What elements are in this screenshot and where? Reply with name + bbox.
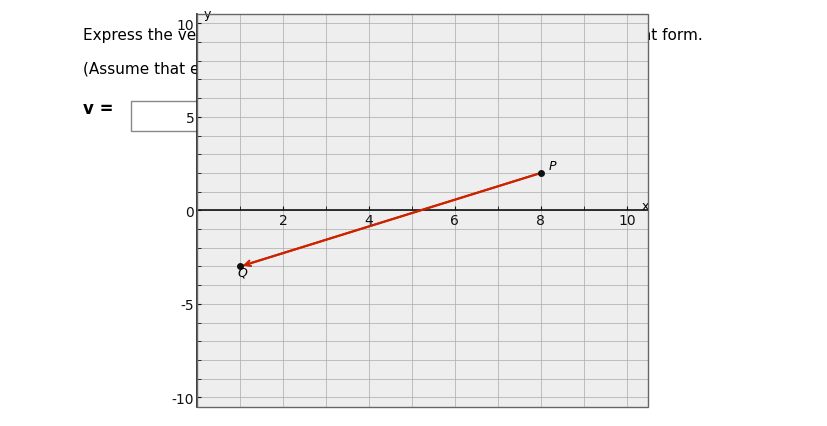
Text: P: P <box>374 28 383 43</box>
Text: with initial point: with initial point <box>241 28 374 43</box>
Text: and terminal point: and terminal point <box>383 28 534 43</box>
Text: v =: v = <box>83 100 113 118</box>
Bar <box>131 102 226 132</box>
Text: (Assume that each point lies on the gridlines.): (Assume that each point lies on the grid… <box>83 62 437 77</box>
Bar <box>197 15 648 407</box>
Text: Express the vector: Express the vector <box>83 28 231 43</box>
Text: P: P <box>548 160 556 173</box>
Text: y: y <box>204 8 211 20</box>
Text: Q: Q <box>237 266 247 279</box>
Text: Q: Q <box>534 28 546 43</box>
Text: x: x <box>641 200 648 213</box>
Text: in component form.: in component form. <box>546 28 701 43</box>
Text: v: v <box>231 28 241 43</box>
